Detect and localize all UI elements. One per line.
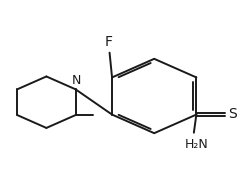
Text: F: F xyxy=(104,35,112,49)
Text: H₂N: H₂N xyxy=(184,138,208,151)
Text: S: S xyxy=(227,107,236,121)
Text: N: N xyxy=(71,74,81,87)
